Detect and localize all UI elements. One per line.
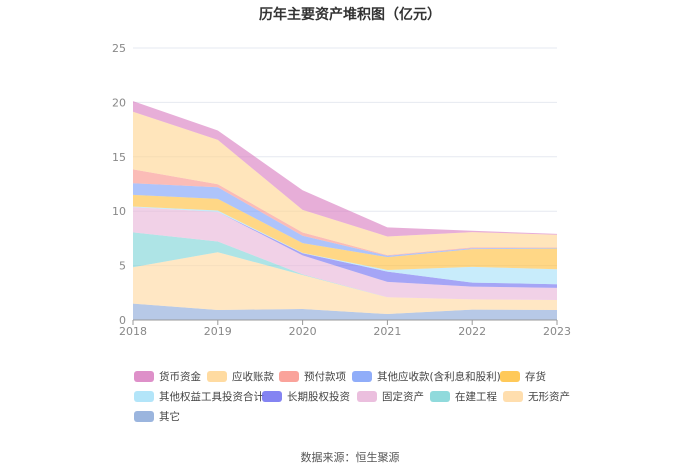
area-series [133,232,557,300]
legend-swatch [430,391,450,402]
x-tick-label: 2022 [458,325,486,338]
legend-label: 其他权益工具投资合计 [159,391,264,403]
legend-item[interactable]: 预付款项 [279,369,346,384]
legend-item[interactable]: 固定资产 [357,389,424,404]
legend-item[interactable]: 在建工程 [430,389,497,404]
area-series [133,303,557,320]
legend-swatch [352,371,372,382]
legend-item[interactable]: 长期股权投资 [262,389,350,404]
y-tick-label: 15 [112,151,126,164]
legend-item[interactable]: 存货 [500,369,546,384]
legend-label: 其他应收款(含利息和股利) [377,371,501,383]
legend-swatch [134,371,154,382]
source-note: 数据来源：恒生聚源 [300,451,400,464]
legend-item[interactable]: 其他应收款(含利息和股利) [352,369,501,384]
y-tick-label: 20 [112,96,126,109]
area-series [133,194,557,270]
legend-label: 货币资金 [159,371,201,383]
legend-swatch [279,371,299,382]
x-tick-label: 2019 [204,325,232,338]
area-series [133,111,557,256]
x-tick-label: 2021 [373,325,401,338]
legend-label: 存货 [525,371,546,383]
legend-label: 长期股权投资 [287,391,350,403]
area-series [133,101,557,237]
x-tick-label: 2023 [543,325,571,338]
area-series [133,252,557,315]
legend-swatch [503,391,523,402]
legend-item[interactable]: 货币资金 [134,369,201,384]
chart-title: 历年主要资产堆积图（亿元） [259,7,441,23]
area-series [133,169,557,256]
legend-item[interactable]: 其它 [134,409,180,424]
legend-swatch [500,371,520,382]
x-tick-label: 2020 [289,325,317,338]
legend-label: 预付款项 [304,371,346,383]
area-series [133,206,557,285]
legend-label: 在建工程 [455,391,497,403]
legend-label: 固定资产 [382,391,424,403]
legend-swatch [134,411,154,422]
legend-item[interactable]: 无形资产 [503,389,570,404]
legend-label: 其它 [159,411,180,423]
x-tick-label: 2018 [119,325,147,338]
legend-item[interactable]: 应收账款 [207,369,274,384]
area-series [133,207,557,300]
legend-swatch [134,391,154,402]
legend-label: 无形资产 [528,391,570,403]
y-tick-label: 10 [112,205,126,218]
legend-swatch [357,391,377,402]
legend-swatch [262,391,282,402]
legend-item[interactable]: 其他权益工具投资合计 [134,389,264,404]
area-series [133,183,557,258]
y-tick-label: 0 [119,314,126,327]
y-tick-label: 25 [112,42,126,55]
legend-swatch [207,371,227,382]
y-tick-label: 5 [119,260,126,273]
legend-label: 应收账款 [232,371,274,383]
